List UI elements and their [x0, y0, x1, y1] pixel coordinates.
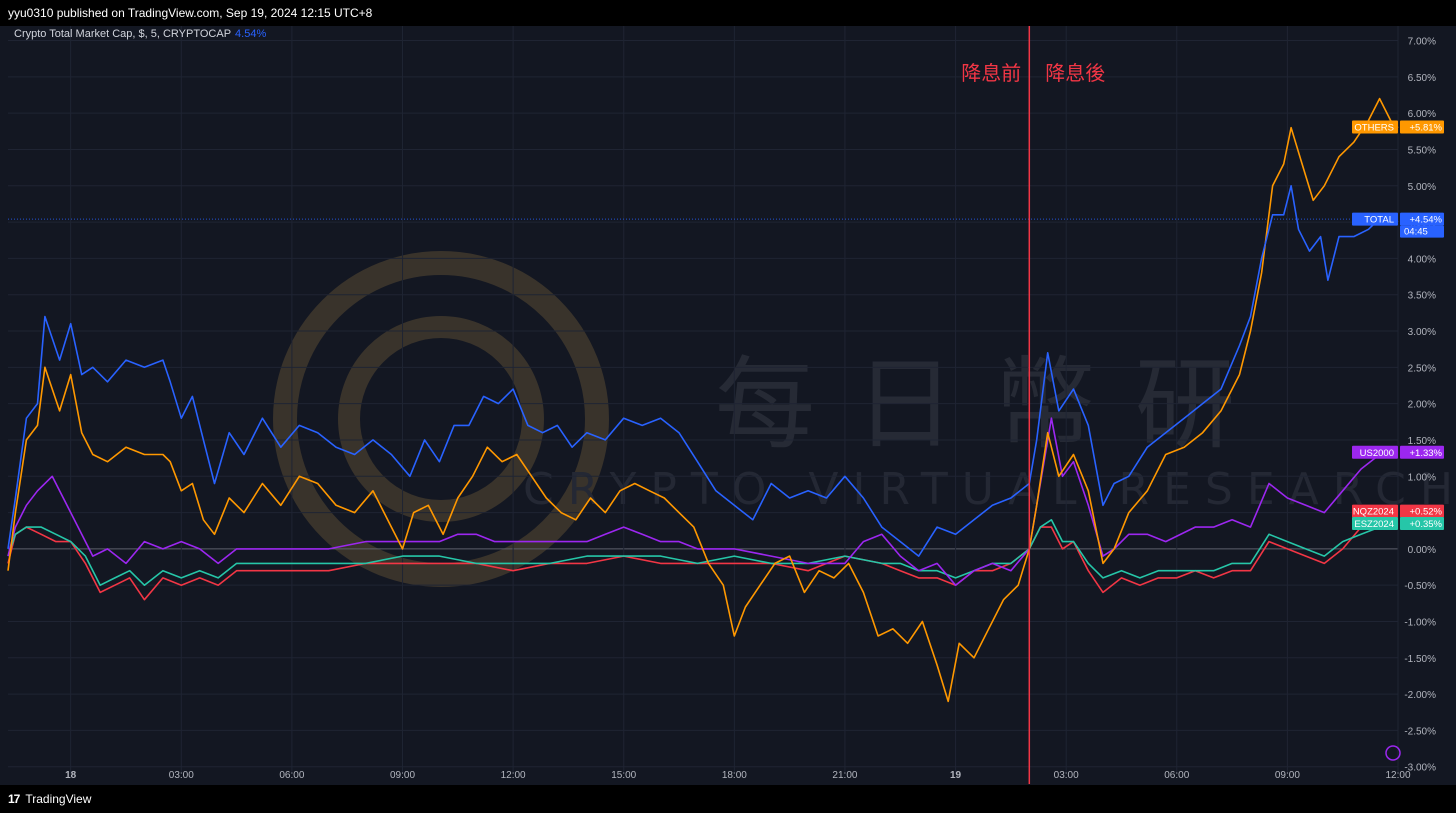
y-tick-label: 2.50% — [1408, 363, 1436, 374]
y-tick-label: 5.00% — [1408, 182, 1436, 193]
tradingview-logo-icon: 17 — [8, 792, 20, 806]
price-tag-nqz2024: NQZ2024 +0.52% — [1352, 504, 1444, 518]
price-tag-others: OTHERS +5.81% — [1352, 120, 1444, 134]
legend-value: 4.54% — [235, 28, 267, 40]
symbol-tag-label: US2000 — [1360, 448, 1394, 459]
x-tick-label: 03:00 — [169, 770, 194, 781]
y-tick-label: 3.00% — [1408, 327, 1436, 338]
price-tag-us2000: US2000 +1.33% — [1352, 445, 1444, 459]
x-tick-label: 12:00 — [501, 770, 526, 781]
y-axis[interactable]: 7.00%6.50%6.00%5.50%5.00%4.50%4.00%3.50%… — [1404, 37, 1436, 774]
watermark-chinese: 每日幣研 — [715, 346, 1275, 463]
value-tag-label: +4.54% — [1410, 215, 1443, 226]
value-tag-label: +0.52% — [1410, 507, 1443, 518]
event-marker: 降息前 降息後 — [961, 26, 1105, 784]
x-axis[interactable]: 18 03:00 06:00 09:00 12:00 15:00 18:00 21:00 19 0… — [65, 770, 1411, 781]
y-tick-label: 5.50% — [1408, 145, 1436, 156]
symbol-tag-bg — [1352, 445, 1398, 459]
footer: 17 TradingView — [0, 785, 1456, 813]
annotation-before: 降息前 — [961, 61, 1021, 85]
y-tick-label: 0.00% — [1408, 545, 1436, 556]
value-tag-label: +1.33% — [1410, 448, 1443, 459]
price-tag-total: TOTAL +4.54%04:45 — [1352, 212, 1444, 238]
value-tag-label: +0.35% — [1410, 519, 1443, 530]
value-tag-bg — [1400, 445, 1444, 459]
x-tick-label: 03:00 — [1054, 770, 1079, 781]
countdown-tag-bg — [1400, 225, 1444, 238]
symbol-tag-label: ESZ2024 — [1354, 519, 1394, 530]
legend-symbol[interactable]: Crypto Total Market Cap, $, 5, CRYPTOCAP — [14, 28, 232, 40]
x-tick-label: 21:00 — [832, 770, 857, 781]
symbol-tag-label: NQZ2024 — [1353, 507, 1394, 518]
value-tag-label: +5.81% — [1410, 122, 1443, 133]
y-tick-label: -1.00% — [1404, 617, 1436, 628]
x-tick-label: 09:00 — [1275, 770, 1300, 781]
price-tag-esz2024: ESZ2024 +0.35% — [1352, 516, 1444, 530]
value-tag-bg — [1400, 516, 1444, 530]
series-line-others — [7, 97, 1399, 703]
x-tick-label: 18 — [65, 770, 77, 781]
symbol-tag-bg — [1352, 120, 1398, 134]
watermark-ring-icon — [273, 251, 609, 587]
symbol-tag-bg — [1352, 212, 1398, 226]
published-header: yyu0310 published on TradingView.com, Se… — [0, 0, 1456, 26]
x-tick-label: 09:00 — [390, 770, 415, 781]
series-lines — [7, 97, 1399, 703]
y-tick-label: -1.50% — [1404, 654, 1436, 665]
y-tick-label: -0.50% — [1404, 581, 1436, 592]
series-line-esz2024 — [7, 519, 1399, 586]
symbol-tag-bg — [1352, 516, 1398, 530]
x-tick-label: 15:00 — [611, 770, 636, 781]
symbol-tag-label: TOTAL — [1364, 215, 1394, 226]
y-tick-label: 1.50% — [1408, 436, 1436, 447]
x-tick-label: 12:00 — [1385, 770, 1410, 781]
y-tick-label: 6.50% — [1408, 73, 1436, 84]
y-tick-label: 2.00% — [1408, 400, 1436, 411]
chart-legend[interactable]: Crypto Total Market Cap, $, 5, CRYPTOCAP… — [14, 28, 266, 40]
y-tick-label: 7.00% — [1408, 37, 1436, 48]
value-tag-bg — [1400, 120, 1444, 134]
value-tag-bg — [1400, 212, 1444, 226]
watermark-inner-ring-icon — [338, 316, 544, 522]
y-tick-label: -3.00% — [1404, 763, 1436, 774]
y-tick-label: 4.00% — [1408, 254, 1436, 265]
published-text: yyu0310 published on TradingView.com, Se… — [8, 6, 373, 20]
y-tick-label: -2.00% — [1404, 690, 1436, 701]
x-tick-label: 19 — [950, 770, 962, 781]
symbol-tag-label: OTHERS — [1354, 122, 1394, 133]
y-tick-label: 6.00% — [1408, 109, 1436, 120]
price-tags: TOTAL +4.54%04:45 OTHERS +5.81% US2000 +1.33%… — [1352, 120, 1444, 761]
watermark-english: CRYPTO VIRTUAL RESEARCH — [523, 464, 1456, 515]
tradingview-logo-text: TradingView — [25, 792, 92, 806]
y-tick-label: -2.50% — [1404, 726, 1436, 737]
countdown-tag-label: 04:45 — [1404, 227, 1428, 238]
y-tick-label: 1.00% — [1408, 472, 1436, 483]
x-tick-label: 06:00 — [1164, 770, 1189, 781]
annotation-after: 降息後 — [1045, 61, 1105, 85]
series-line-us2000 — [7, 417, 1399, 586]
x-tick-label: 06:00 — [279, 770, 304, 781]
series-line-total — [7, 185, 1399, 557]
series-line-nqz2024 — [7, 510, 1399, 601]
x-tick-label: 18:00 — [722, 770, 747, 781]
value-tag-bg — [1400, 504, 1444, 518]
symbol-tag-bg — [1352, 504, 1398, 518]
y-tick-label: 3.50% — [1408, 291, 1436, 302]
lightning-icon[interactable] — [1385, 745, 1401, 761]
